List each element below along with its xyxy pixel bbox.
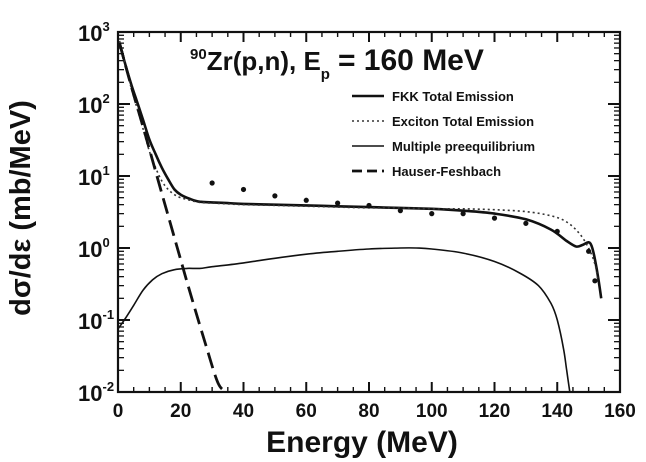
x-tick-label: 20 bbox=[170, 401, 191, 422]
data-point bbox=[303, 197, 309, 203]
series-line-2 bbox=[118, 40, 599, 281]
data-point bbox=[523, 220, 529, 226]
x-tick-label: 100 bbox=[416, 401, 448, 422]
y-tick-label: 10-1 bbox=[78, 307, 114, 334]
legend-label-2: Exciton Total Emission bbox=[392, 114, 534, 129]
plot-frame bbox=[116, 30, 622, 394]
data-point bbox=[586, 248, 592, 254]
x-tick-label: 120 bbox=[479, 401, 511, 422]
data-point bbox=[554, 228, 560, 235]
series-line-4 bbox=[118, 42, 229, 394]
x-tick-label: 140 bbox=[541, 401, 573, 422]
title-value: = 160 MeV bbox=[338, 44, 484, 77]
y-tick-label: 102 bbox=[78, 91, 110, 118]
data-point bbox=[209, 180, 215, 186]
x-tick-label: 80 bbox=[358, 401, 379, 422]
y-tick-label: 10-2 bbox=[78, 379, 114, 406]
legend: FKK Total Emission Exciton Total Emission… bbox=[352, 89, 535, 179]
x-tick-label: 60 bbox=[296, 401, 317, 422]
legend-label-3: Multiple preequilibrium bbox=[392, 139, 535, 154]
data-point bbox=[240, 186, 247, 193]
data-point bbox=[592, 278, 598, 284]
data-point bbox=[366, 202, 372, 209]
x-axis-title: Energy (MeV) bbox=[266, 426, 458, 459]
title-superscript: 90 bbox=[190, 46, 207, 63]
data-point bbox=[397, 208, 403, 214]
ticks-group bbox=[117, 31, 621, 393]
x-tick-label: 0 bbox=[113, 401, 124, 422]
y-tick-label: 103 bbox=[78, 19, 110, 46]
title-main: Zr(p,n), E bbox=[207, 46, 321, 76]
data-point bbox=[429, 211, 435, 217]
series-line-3 bbox=[117, 247, 571, 393]
tick-labels-group: 0 20 40 60 80 100 120 140 160 103 102 101 100 10-1 10-… bbox=[78, 19, 636, 422]
curves-group bbox=[117, 40, 603, 394]
x-tick-label: 40 bbox=[233, 401, 254, 422]
x-tick-label: 160 bbox=[604, 401, 636, 422]
title-subscript: p bbox=[321, 66, 330, 83]
data-point bbox=[460, 211, 466, 217]
y-axis-title: dσ/dε (mb/MeV) bbox=[5, 100, 37, 316]
legend-label-4: Hauser-Feshbach bbox=[392, 164, 501, 179]
data-point bbox=[272, 193, 278, 199]
chart-title: 90Zr(p,n), Ep = 160 MeV bbox=[190, 44, 484, 83]
y-tick-label: 100 bbox=[78, 235, 110, 262]
legend-label-1: FKK Total Emission bbox=[392, 89, 514, 104]
series-line-1 bbox=[118, 42, 603, 299]
data-point bbox=[491, 215, 498, 221]
data-point bbox=[335, 200, 341, 206]
y-tick-label: 101 bbox=[78, 163, 110, 190]
